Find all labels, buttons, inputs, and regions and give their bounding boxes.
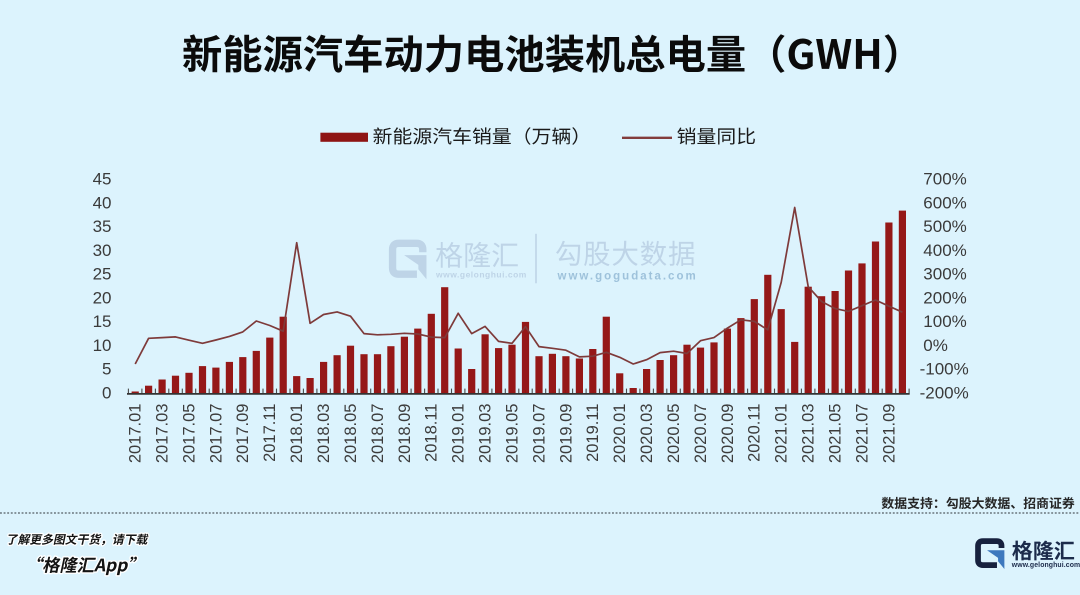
svg-text:30: 30: [93, 241, 112, 260]
svg-text:2017.11: 2017.11: [261, 404, 279, 462]
svg-text:0%: 0%: [923, 336, 948, 355]
svg-text:15: 15: [93, 312, 112, 331]
svg-text:20: 20: [93, 288, 112, 307]
svg-text:0: 0: [102, 384, 111, 403]
svg-text:2019.01: 2019.01: [450, 403, 468, 463]
svg-text:2017.03: 2017.03: [154, 404, 172, 464]
svg-text:www.gelonghui.com: www.gelonghui.com: [435, 270, 527, 280]
svg-text:2020.09: 2020.09: [719, 404, 737, 464]
svg-text:2017.01: 2017.01: [127, 404, 145, 464]
svg-text:2017.09: 2017.09: [234, 404, 252, 464]
svg-text:600%: 600%: [923, 193, 966, 212]
svg-text:700%: 700%: [923, 170, 966, 189]
svg-text:2020.01: 2020.01: [611, 404, 629, 464]
svg-text:45: 45: [93, 170, 112, 189]
svg-text:2020.05: 2020.05: [665, 404, 683, 464]
svg-text:2018.11: 2018.11: [423, 404, 441, 462]
svg-text:2019.07: 2019.07: [530, 404, 548, 464]
svg-text:500%: 500%: [923, 217, 966, 236]
svg-text:2021.09: 2021.09: [880, 404, 898, 464]
svg-text:25: 25: [93, 265, 112, 284]
svg-text:-200%: -200%: [920, 384, 969, 403]
svg-text:2020.11: 2020.11: [746, 404, 764, 462]
svg-text:2021.07: 2021.07: [853, 404, 871, 464]
svg-text:200%: 200%: [923, 288, 966, 307]
svg-text:35: 35: [93, 217, 112, 236]
svg-text:2020.03: 2020.03: [638, 404, 656, 464]
svg-text:2019.05: 2019.05: [503, 404, 521, 464]
svg-text:www.gelonghui.com: www.gelonghui.com: [1011, 562, 1080, 569]
svg-text:-100%: -100%: [920, 360, 969, 379]
svg-text:100%: 100%: [923, 312, 966, 331]
svg-text:2020.07: 2020.07: [692, 404, 710, 464]
svg-text:2021.03: 2021.03: [800, 404, 818, 464]
svg-text:10: 10: [93, 336, 112, 355]
svg-text:2019.03: 2019.03: [477, 404, 495, 464]
svg-text:2018.07: 2018.07: [369, 404, 387, 464]
svg-text:2018.01: 2018.01: [288, 404, 306, 464]
svg-text:2018.05: 2018.05: [342, 404, 360, 464]
svg-text:400%: 400%: [923, 241, 966, 260]
svg-text:300%: 300%: [923, 265, 966, 284]
svg-text:5: 5: [102, 360, 111, 379]
svg-text:2021.05: 2021.05: [827, 404, 845, 464]
svg-text:www.gogudata.com: www.gogudata.com: [557, 271, 698, 283]
svg-text:2021.01: 2021.01: [773, 404, 791, 464]
svg-text:40: 40: [93, 193, 112, 212]
svg-text:2018.03: 2018.03: [315, 404, 333, 464]
svg-text:2017.07: 2017.07: [207, 404, 225, 464]
svg-text:2019.11: 2019.11: [584, 404, 602, 462]
svg-text:2019.09: 2019.09: [557, 404, 575, 464]
svg-text:2018.09: 2018.09: [396, 404, 414, 464]
svg-text:2017.05: 2017.05: [180, 404, 198, 464]
